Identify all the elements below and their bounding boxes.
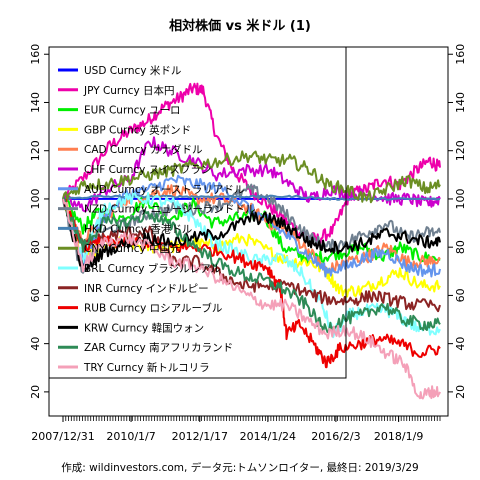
chart-caption: 作成: wildinvestors.com, データ元:トムソンロイター, 最終… [61, 461, 418, 474]
legend-label: RUB Curncy ロシアルーブル [84, 302, 222, 315]
legend-label: BRL Curncy ブラジルレアル [84, 262, 221, 275]
legend-label: USD Curncy 米ドル [84, 64, 181, 77]
series-line-inr [62, 198, 441, 313]
y-tick-label-right: 160 [454, 44, 467, 65]
y-axis-left: 20 40 60 80 100 120 140 160 [29, 44, 50, 399]
plot-lines [62, 82, 441, 400]
y-tick-label-right: 120 [454, 140, 467, 161]
legend-label: TRY Curncy 新トルコリラ [83, 361, 210, 374]
series-line-cad [62, 184, 441, 276]
legend-label: CAD Curncy カナダドル [84, 143, 203, 156]
legend-label: ZAR Curncy 南アフリカランド [84, 341, 233, 354]
y-tick-label-right: 60 [454, 288, 467, 302]
y-tick-label-left: 160 [29, 44, 42, 65]
x-tick-label: 2012/1/17 [172, 430, 228, 443]
legend-label: KRW Curncy 韓国ウォン [84, 322, 204, 334]
legend-box [48, 46, 347, 379]
x-tick-label: 2016/2/3 [311, 430, 360, 443]
x-tick-label: 2007/12/31 [31, 430, 94, 443]
x-axis: 2007/12/31 2010/1/7 2012/1/17 2014/1/24 2016… [31, 416, 441, 443]
legend-label: NZD Curncy ニュージーランドドル [84, 204, 255, 216]
series-line-cny [62, 150, 441, 204]
legend-label: EUR Curncy ユーロ [84, 105, 181, 117]
y-tick-label-left: 80 [29, 240, 42, 254]
legend-label: CNY Curncy 中国元 [84, 242, 181, 255]
series-line-brl [62, 191, 441, 339]
y-axis-right: 20 40 60 80 100 120 140 160 [447, 44, 467, 399]
y-tick-label-left: 20 [29, 385, 42, 399]
chart-title: 相対株価 vs 米ドル (1) [169, 18, 311, 34]
series-line-try [62, 198, 441, 400]
y-tick-label-left: 40 [29, 337, 42, 351]
series-line-zar [62, 197, 441, 334]
y-tick-label-right: 40 [454, 337, 467, 351]
legend-label: CHF Curncy スイスフラン [84, 164, 211, 176]
legend-label: AUD Curncy オーストラリアドル [84, 184, 244, 196]
y-tick-label-right: 80 [454, 240, 467, 254]
series-line-jpy [62, 82, 441, 245]
x-tick-label: 2018/1/9 [374, 430, 423, 443]
y-tick-label-right: 140 [454, 92, 467, 113]
legend-label: HKD Curncy 香港ドル [84, 223, 192, 235]
y-tick-label-right: 20 [454, 385, 467, 399]
y-tick-label-left: 100 [29, 188, 42, 209]
y-tick-label-right: 100 [454, 188, 467, 209]
x-tick-label: 2014/1/24 [240, 430, 296, 443]
series-line-aud [62, 174, 441, 278]
legend: USD Curncy 米ドル JPY Curncy 日本円 EUR Curncy ユ… [48, 46, 347, 379]
x-tick-label: 2010/1/7 [106, 430, 155, 443]
legend-label: INR Curncy インドルピー [84, 283, 209, 295]
y-tick-label-left: 60 [29, 288, 42, 302]
legend-label: JPY Curncy 日本円 [83, 84, 175, 97]
series-line-hkd [62, 194, 441, 201]
y-tick-label-left: 140 [29, 92, 42, 113]
legend-label: GBP Curncy 英ポンド [84, 123, 191, 136]
y-tick-label-left: 120 [29, 140, 42, 161]
